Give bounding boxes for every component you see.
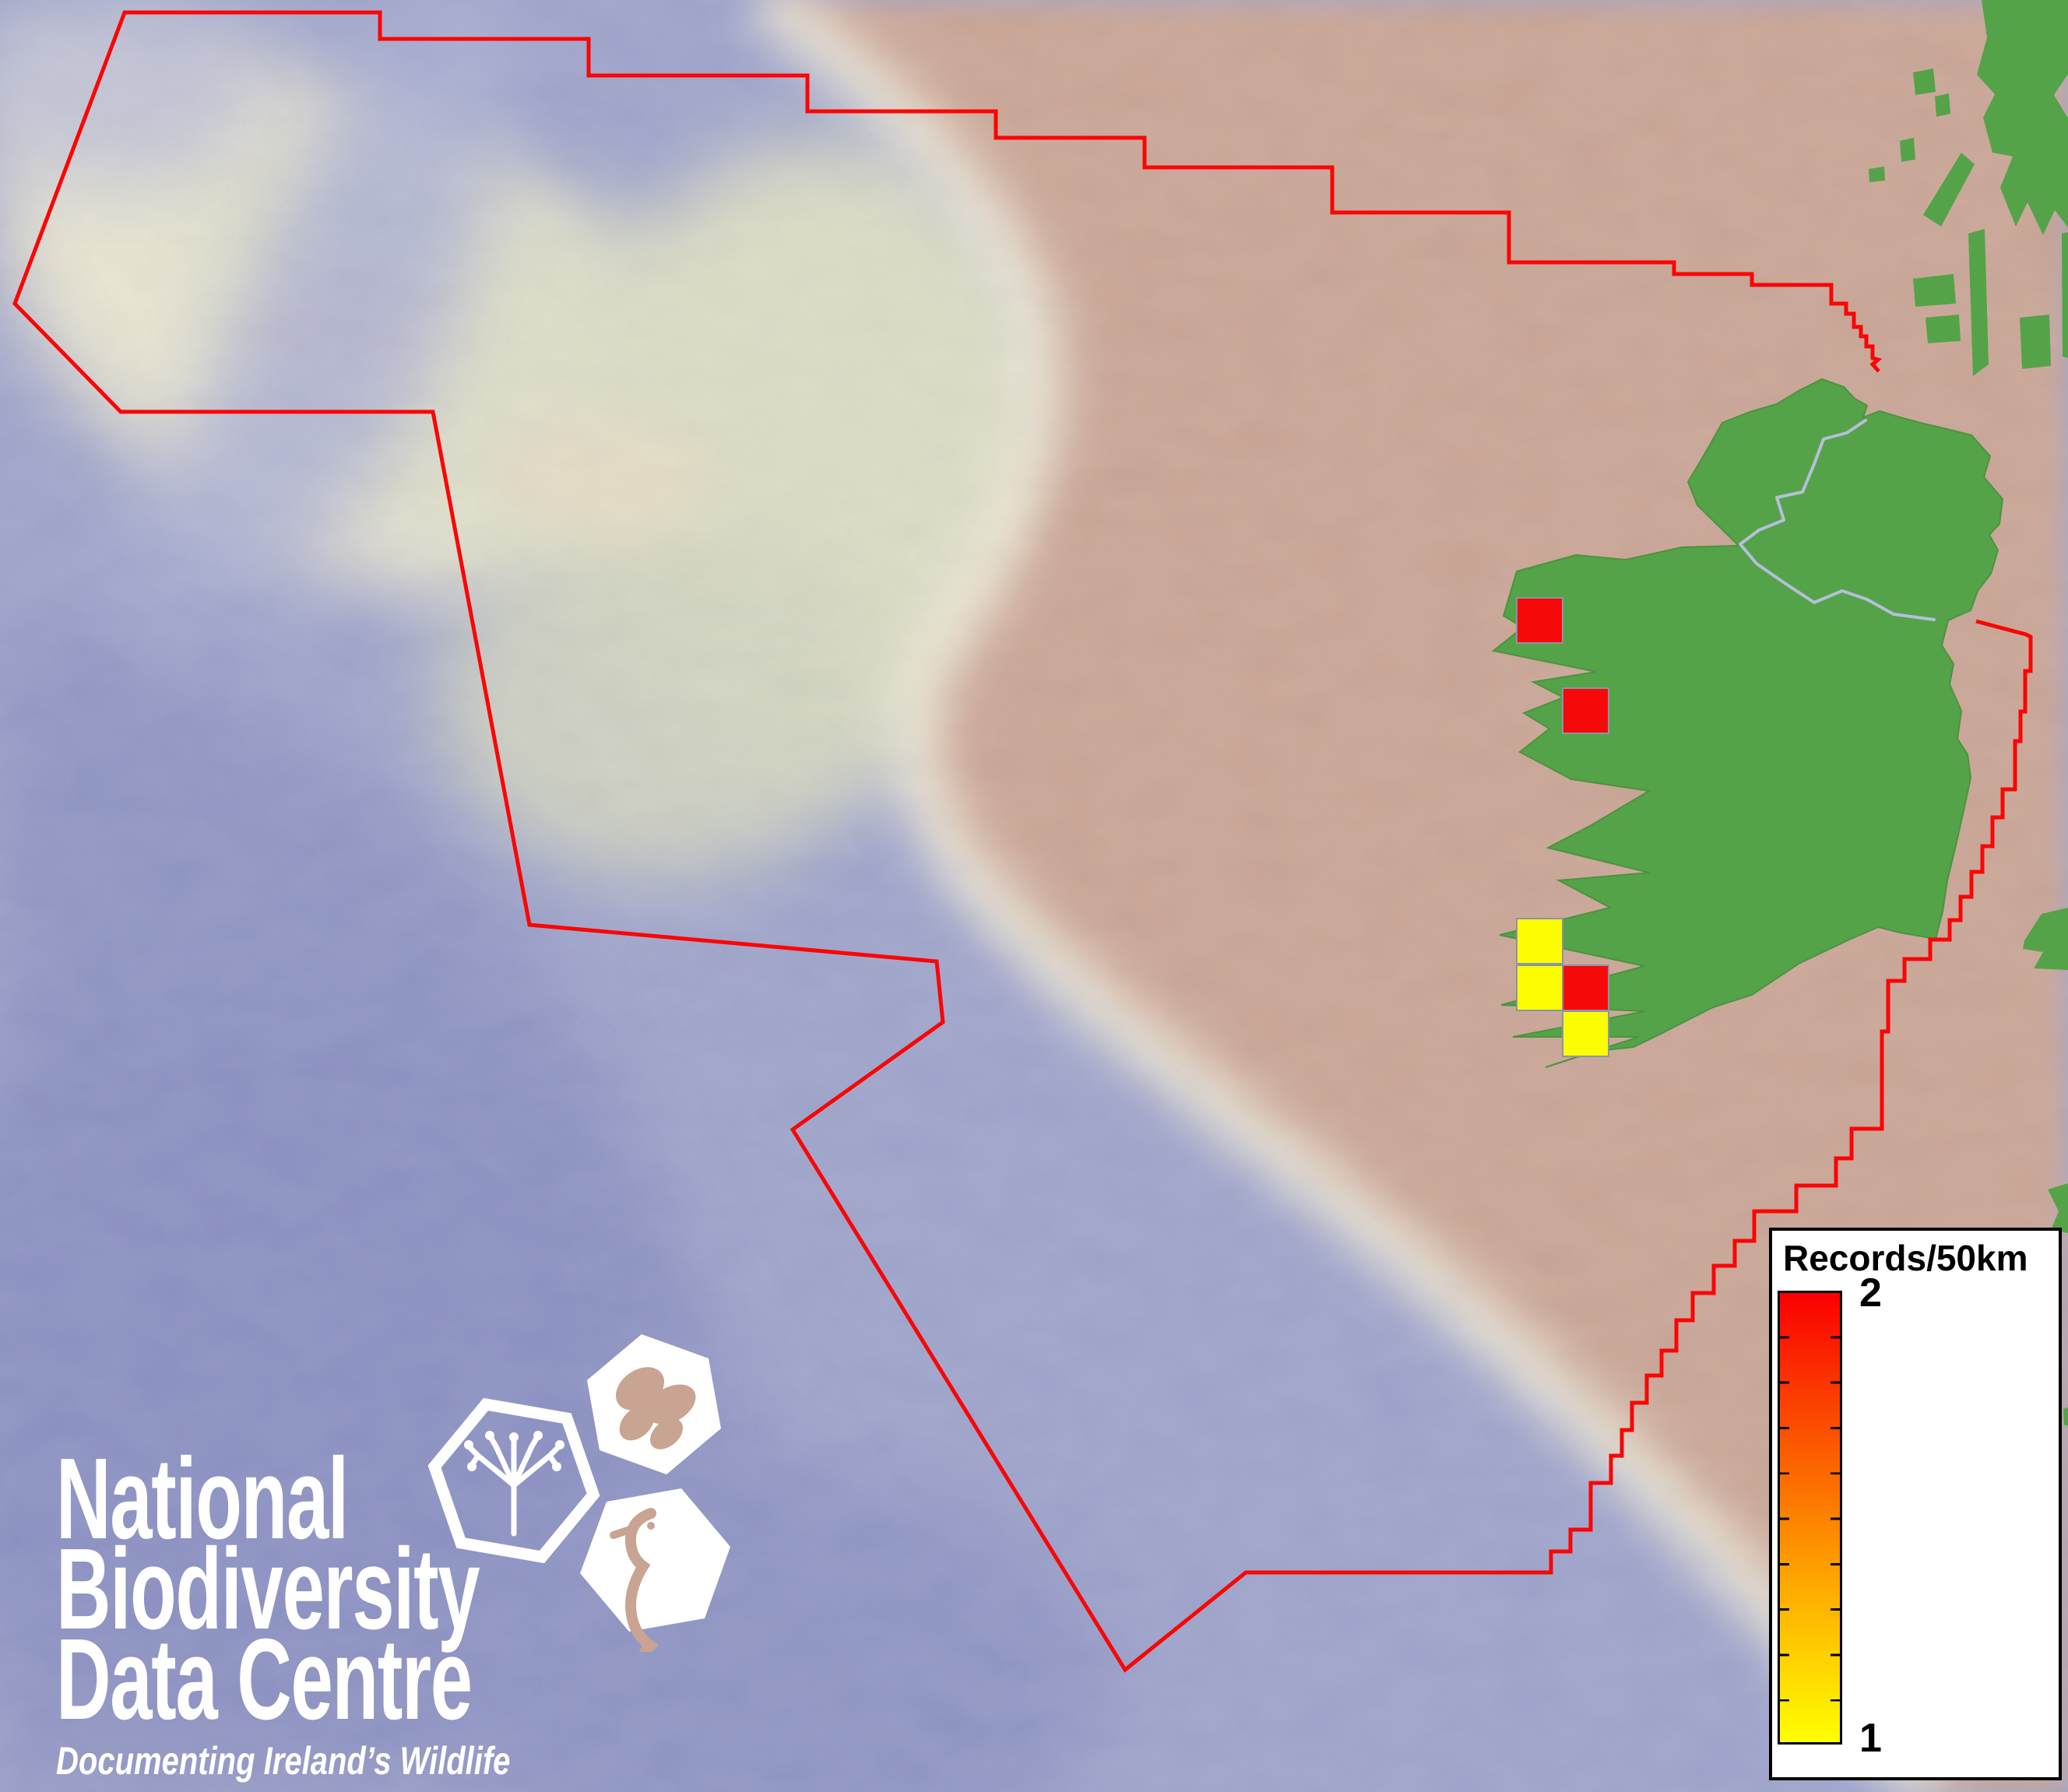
land-great-britain bbox=[1869, 0, 2068, 1426]
record-cells bbox=[1516, 597, 1609, 1057]
record-grid-cell[interactable] bbox=[1562, 1010, 1609, 1057]
logo-line3: Data Centre bbox=[56, 1615, 473, 1744]
legend-gradient-bar bbox=[1778, 1291, 1842, 1745]
logo-line1: National bbox=[56, 1435, 349, 1563]
legend-title: Records/50km bbox=[1783, 1238, 2028, 1278]
logo-line2: Biodiversity bbox=[56, 1525, 480, 1653]
nbdc-logo-mark bbox=[427, 1334, 730, 1652]
record-grid-cell[interactable] bbox=[1516, 597, 1563, 644]
logo-tagline: Documenting Ireland’s Wildlife bbox=[56, 1739, 511, 1783]
hexagon-seahorse-icon bbox=[580, 1488, 730, 1652]
hexagon-butterfly-icon bbox=[587, 1334, 721, 1474]
record-grid-cell[interactable] bbox=[1516, 918, 1563, 965]
nbdc-logo: National Biodiversity Data Centre Docume… bbox=[56, 1435, 697, 1783]
record-grid-cell[interactable] bbox=[1516, 965, 1563, 1011]
hexagon-plant-icon bbox=[427, 1397, 600, 1564]
northern-ireland-border bbox=[1739, 419, 1936, 621]
legend-max-label: 2 bbox=[1859, 1270, 1882, 1316]
legend-min-label: 1 bbox=[1859, 1716, 1882, 1761]
legend-ticks-right bbox=[1831, 1293, 1840, 1742]
legend-box: Records/50km 2 1 bbox=[1769, 1228, 2062, 1780]
legend-ticks-left bbox=[1780, 1293, 1789, 1742]
record-grid-cell[interactable] bbox=[1562, 687, 1609, 734]
land-ireland bbox=[1491, 378, 2004, 1068]
record-grid-cell[interactable] bbox=[1562, 965, 1609, 1011]
designated-area-boundary bbox=[12, 10, 2033, 1673]
